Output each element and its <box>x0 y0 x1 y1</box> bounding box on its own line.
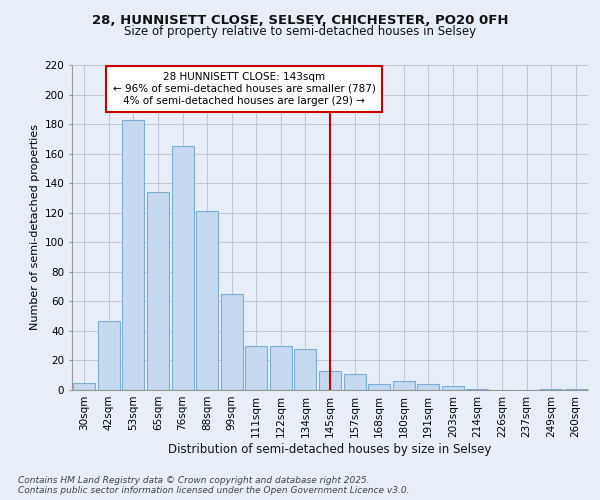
Bar <box>73 382 95 390</box>
Bar <box>540 388 562 390</box>
Bar <box>245 346 268 390</box>
Text: Size of property relative to semi-detached houses in Selsey: Size of property relative to semi-detach… <box>124 25 476 38</box>
Bar <box>392 381 415 390</box>
Text: 28 HUNNISETT CLOSE: 143sqm
← 96% of semi-detached houses are smaller (787)
4% of: 28 HUNNISETT CLOSE: 143sqm ← 96% of semi… <box>113 72 376 106</box>
Text: Distribution of semi-detached houses by size in Selsey: Distribution of semi-detached houses by … <box>169 442 491 456</box>
Bar <box>466 388 488 390</box>
Bar <box>319 371 341 390</box>
Bar <box>98 320 120 390</box>
Bar <box>565 388 587 390</box>
Bar <box>172 146 194 390</box>
Bar <box>270 346 292 390</box>
Bar <box>417 384 439 390</box>
Text: Contains public sector information licensed under the Open Government Licence v3: Contains public sector information licen… <box>18 486 409 495</box>
Bar <box>196 211 218 390</box>
Bar <box>368 384 390 390</box>
Bar <box>344 374 365 390</box>
Y-axis label: Number of semi-detached properties: Number of semi-detached properties <box>31 124 40 330</box>
Bar <box>147 192 169 390</box>
Bar <box>442 386 464 390</box>
Text: 28, HUNNISETT CLOSE, SELSEY, CHICHESTER, PO20 0FH: 28, HUNNISETT CLOSE, SELSEY, CHICHESTER,… <box>92 14 508 27</box>
Bar <box>122 120 145 390</box>
Bar <box>295 348 316 390</box>
Text: Contains HM Land Registry data © Crown copyright and database right 2025.: Contains HM Land Registry data © Crown c… <box>18 476 370 485</box>
Bar <box>221 294 243 390</box>
